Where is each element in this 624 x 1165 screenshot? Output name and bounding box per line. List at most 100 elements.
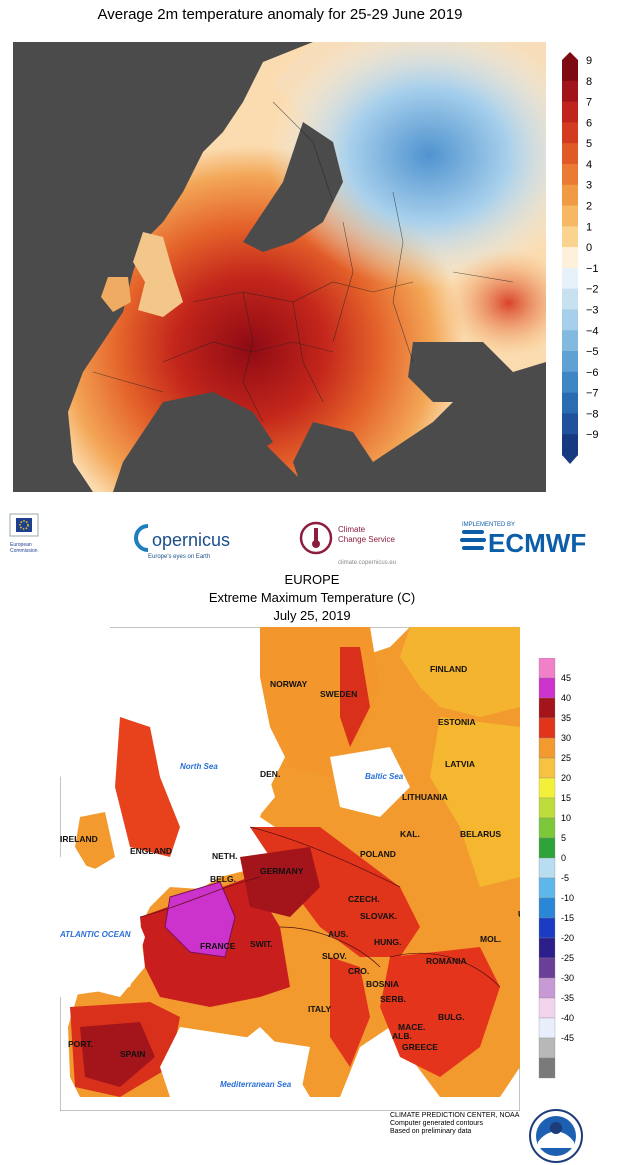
bottom-map-date: July 25, 2019 [273, 608, 351, 623]
country-label: SPAIN [120, 1049, 145, 1059]
colorbar-label: −3 [586, 304, 599, 316]
colorbar-label: 8 [586, 76, 592, 88]
colorbar-swatch [562, 309, 578, 331]
country-label: CRO. [348, 966, 369, 976]
country-label: LATVIA [445, 759, 475, 769]
colorbar-bottom-arrow [562, 455, 578, 464]
colorbar-label: 0 [561, 853, 566, 863]
colorbar-unit: °C [566, 50, 580, 51]
colorbar-swatch [562, 330, 578, 352]
country-label: ROMANIA [426, 956, 467, 966]
country-label: UK [518, 909, 520, 919]
colorbar-swatch [562, 413, 578, 435]
colorbar-swatch [562, 267, 578, 290]
temperature-anomaly-map [13, 42, 546, 492]
country-label: GERMANY [260, 866, 304, 876]
colorbar-swatch [538, 717, 556, 739]
colorbar-label: 1 [586, 221, 592, 233]
colorbar-swatch [562, 60, 578, 82]
country-label: FINLAND [430, 664, 467, 674]
country-label: PORT. [68, 1039, 93, 1049]
colorbar-swatch [562, 143, 578, 165]
colorbar-label: 15 [561, 793, 571, 803]
colorbar-swatch [562, 392, 578, 414]
colorbar-swatch [562, 101, 578, 123]
colorbar-label: 35 [561, 713, 571, 723]
country-label: North Sea [180, 762, 218, 771]
country-label: MOL. [480, 934, 501, 944]
colorbar-swatch [538, 977, 556, 999]
country-label: NETH. [212, 851, 238, 861]
colorbar-label: 45 [561, 673, 571, 683]
colorbar-swatch [562, 205, 578, 227]
colorbar-swatch [538, 658, 556, 679]
colorbar-swatch [538, 677, 556, 699]
colorbar-label: -35 [561, 993, 574, 1003]
colorbar-swatch [562, 434, 578, 456]
colorbar-swatch [538, 857, 556, 879]
country-label: NORWAY [270, 679, 308, 689]
map-title: Average 2m temperature anomaly for 25-29… [97, 6, 463, 23]
colorbar-label: −1 [586, 263, 599, 275]
colorbar-label: 0 [586, 242, 592, 254]
country-label: BULG. [438, 1012, 464, 1022]
colorbar-label: −4 [586, 325, 599, 337]
colorbar-label: -15 [561, 913, 574, 923]
country-label: LITHUANIA [402, 792, 448, 802]
bottom-map-title: Extreme Maximum Temperature (C) [208, 590, 416, 605]
country-label: DEN. [260, 769, 280, 779]
colorbar-label: -5 [561, 873, 569, 883]
country-label: SLOV. [322, 951, 347, 961]
country-label: ESTONIA [438, 717, 476, 727]
colorbar-label: −8 [586, 408, 599, 420]
country-label: ALB. [392, 1031, 412, 1041]
c3s-line2: Change Service [338, 535, 395, 544]
colorbar-label: 7 [586, 97, 592, 109]
ecmwf-name: ECMWF [488, 528, 586, 558]
colorbar-swatch [538, 877, 556, 899]
colorbar-label: 2 [586, 201, 592, 213]
colorbar-swatch [538, 1037, 556, 1059]
country-label: IRELAND [60, 834, 98, 844]
extreme-max-temperature-map: FINLAND NORWAY SWEDEN ESTONIA LATVIA North Se… [60, 627, 520, 1111]
colorbar-swatch [538, 817, 556, 839]
colorbar-label: 25 [561, 753, 571, 763]
colorbar-swatch [538, 957, 556, 979]
european-commission-logo: European Commission [9, 513, 39, 554]
country-label: ATLANTIC OCEAN [60, 930, 131, 939]
colorbar-swatch [538, 1057, 556, 1079]
ec-line1: European [10, 542, 32, 548]
country-label: Mediterranean Sea [220, 1080, 292, 1089]
copernicus-name: opernicus [152, 530, 230, 550]
colorbar-swatch [538, 737, 556, 759]
colorbar-swatch [562, 226, 578, 248]
country-label: ENGLAND [130, 846, 172, 856]
colorbar-label: 5 [586, 138, 592, 150]
colorbar-swatch [538, 837, 556, 859]
colorbar-label: -20 [561, 933, 574, 943]
copernicus-logo: opernicus Europe's eyes on Earth [134, 524, 230, 560]
colorbar-label: −2 [586, 284, 599, 296]
colorbar-swatch [562, 247, 578, 269]
colorbar-top-arrow [562, 52, 578, 60]
country-label: BELG. [210, 874, 236, 884]
country-label: POLAND [360, 849, 396, 859]
copernicus-tagline: Europe's eyes on Earth [148, 554, 210, 560]
country-label: AUS. [328, 929, 348, 939]
noaa-logo [529, 1109, 583, 1163]
colorbar-label: −5 [586, 346, 599, 358]
colorbar-swatch [538, 757, 556, 779]
country-label: SWIT. [250, 939, 273, 949]
country-label: BELARUS [460, 829, 501, 839]
c3s-url: climate.copernicus.eu [338, 560, 396, 566]
colorbar-swatch [538, 917, 556, 939]
colorbar-label: 5 [561, 833, 566, 843]
colorbar-label: -30 [561, 973, 574, 983]
colorbar-label: 3 [586, 180, 592, 192]
country-label: MACE. [398, 1022, 425, 1032]
colorbar-label: 9 [586, 55, 592, 67]
colorbar-swatch [538, 997, 556, 1019]
colorbar-label: 40 [561, 693, 571, 703]
colorbar-swatch [538, 697, 556, 719]
ecmwf-logo: IMPLEMENTED BY ECMWF [460, 522, 586, 558]
